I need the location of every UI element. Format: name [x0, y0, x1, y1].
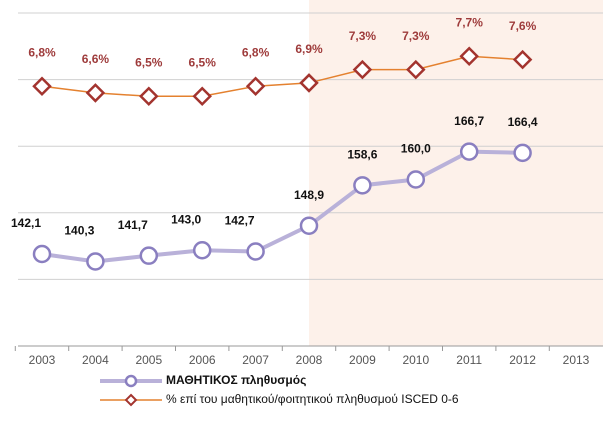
series-line	[41, 149, 523, 264]
data-label: 6,9%	[295, 42, 323, 56]
point-marker	[139, 246, 159, 265]
data-label: 141,7	[118, 218, 148, 232]
point-marker	[299, 216, 319, 235]
point-marker	[192, 241, 212, 260]
legend-label: % επί του μαθητικού/φοιτητικού πληθυσμού…	[166, 392, 459, 406]
x-tick-label: 2009	[349, 353, 376, 367]
data-label: 7,3%	[402, 29, 430, 43]
legend-marker	[124, 374, 138, 388]
data-label: 166,7	[454, 114, 484, 128]
data-label: 148,9	[294, 188, 324, 202]
x-tick-label: 2012	[509, 353, 536, 367]
point-marker	[512, 49, 533, 70]
point-marker	[32, 244, 52, 264]
point-marker	[353, 176, 372, 195]
point-marker	[459, 46, 479, 67]
point-marker	[299, 73, 319, 93]
data-label: 6,5%	[189, 55, 217, 69]
x-tick-label: 2005	[135, 353, 162, 367]
point-marker	[246, 242, 265, 261]
data-label: 160,0	[401, 142, 431, 156]
highlight-region	[309, 0, 603, 346]
x-tick-label: 2013	[563, 353, 590, 367]
point-marker	[32, 76, 52, 97]
x-tick-label: 2008	[296, 353, 323, 367]
data-label: 142,7	[225, 214, 255, 228]
point-marker	[352, 59, 373, 80]
data-label: 7,7%	[456, 15, 484, 29]
data-label: 6,5%	[135, 55, 163, 69]
point-marker	[406, 59, 426, 80]
data-label: 7,3%	[349, 29, 377, 43]
data-label: 6,6%	[82, 52, 110, 66]
point-marker	[86, 252, 105, 271]
series-line	[41, 55, 523, 97]
data-label: 6,8%	[242, 45, 270, 59]
legend-marker	[124, 393, 138, 407]
data-label: 6,8%	[28, 45, 56, 59]
data-label: 143,0	[171, 212, 201, 226]
point-marker	[406, 170, 426, 189]
point-marker	[139, 86, 159, 107]
x-tick-label: 2004	[82, 353, 109, 367]
x-tick-label: 2011	[456, 353, 482, 367]
x-tick-label: 2010	[402, 353, 429, 367]
x-tick-label: 2003	[29, 353, 56, 367]
x-tick-label: 2006	[189, 353, 216, 367]
x-tick-label: 2007	[242, 353, 269, 367]
data-label: 7,6%	[509, 19, 537, 33]
point-marker	[245, 76, 266, 97]
point-marker	[513, 143, 532, 163]
data-label: 166,4	[508, 115, 538, 129]
point-marker	[459, 142, 479, 161]
data-label: 142,1	[11, 216, 41, 230]
point-marker	[85, 83, 106, 103]
point-marker	[192, 86, 212, 107]
data-label: 158,6	[347, 147, 377, 161]
legend-label: ΜΑΘΗΤΙΚΟΣ πληθυσμός	[166, 373, 306, 387]
data-label: 140,3	[64, 224, 94, 238]
